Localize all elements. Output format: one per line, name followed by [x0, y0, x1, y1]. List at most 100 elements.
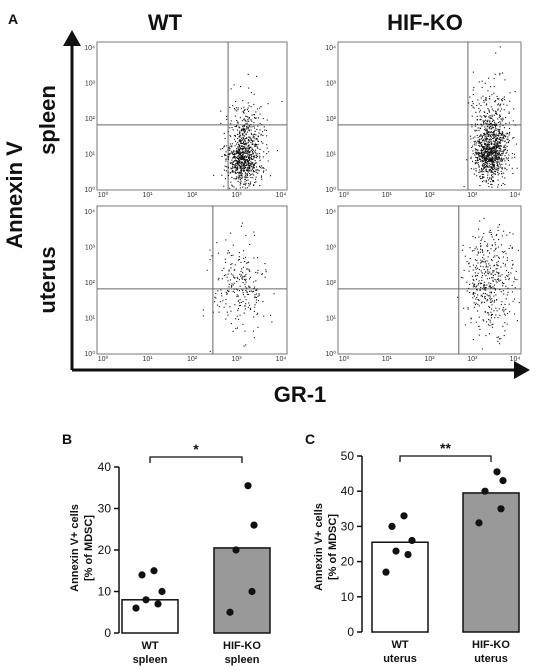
facs-y-tick: 10⁴ — [84, 45, 95, 52]
panel-c-ytick-label: 10 — [341, 590, 355, 604]
panel-b-bar-0 — [121, 599, 179, 634]
panel-c-point — [388, 522, 396, 531]
facs-y-tick: 10⁰ — [84, 350, 95, 358]
facs-y-tick: 10⁴ — [325, 45, 336, 52]
facs-y-tick: 10¹ — [85, 152, 96, 159]
facs-x-tick: 10² — [187, 192, 198, 199]
facs-x-tick: 10⁴ — [276, 356, 287, 363]
panel-c-point — [408, 536, 416, 545]
panel-b-point — [250, 521, 258, 529]
facs-x-tick: 10³ — [231, 356, 242, 363]
panel-c-significance-mark: ** — [440, 440, 451, 456]
panel-b-point — [158, 587, 166, 596]
facs-x-tick: 10⁴ — [276, 192, 287, 199]
facs-x-tick: 10⁰ — [339, 191, 350, 199]
facs-events — [213, 73, 283, 190]
panel-b-point — [232, 546, 240, 554]
y-axis-label-annexin-v: Annexin V — [2, 141, 27, 249]
facs-y-tick: 10¹ — [326, 316, 337, 323]
panel-b-point — [132, 604, 140, 612]
panel-c-category-sublabel: uterus — [474, 653, 508, 665]
column-label-hif-ko: HIF-KO — [387, 10, 463, 35]
facs-x-tick: 10⁰ — [98, 355, 109, 363]
facs-events — [463, 46, 518, 188]
facs-y-tick: 10³ — [326, 81, 337, 88]
panel-c-chart: 0 10 20 30 40 50 WT uterus HIF-KO uterus ** — [341, 440, 520, 665]
panel-c-bar-1 — [462, 492, 520, 633]
panel-c-bar-0 — [371, 541, 429, 633]
facs-x-tick: 10² — [424, 192, 435, 199]
panel-b-category-sublabel: spleen — [133, 654, 168, 666]
panel-c-point — [392, 547, 400, 555]
panel-b-point — [142, 596, 150, 604]
panel-c-ytick-label: 40 — [341, 484, 355, 498]
panel-c-point — [382, 568, 390, 576]
panel-c-category-label: HIF-KO — [472, 639, 510, 651]
facs-x-tick: 10³ — [467, 192, 478, 199]
panel-b-point — [226, 608, 234, 616]
panel-c-point — [404, 550, 412, 559]
facs-events — [457, 217, 520, 350]
panel-c-point — [493, 468, 501, 476]
facs-y-tick: 10¹ — [85, 316, 96, 323]
facs-x-tick: 10⁴ — [510, 192, 521, 199]
panel-b-ylabel-line1: Annexin V+ cells — [69, 504, 81, 592]
x-axis-label-gr1: GR-1 — [274, 382, 327, 407]
facs-x-tick: 10³ — [467, 356, 478, 363]
facs-y-tick: 10² — [326, 280, 337, 287]
row-label-uterus: uterus — [35, 246, 60, 313]
panel-a-letter: A — [8, 11, 18, 27]
panel-b-chart: 0 10 20 30 40 WT spleen HIF-KO spleen * — [98, 441, 271, 666]
facs-frame — [337, 205, 522, 355]
facs-frame — [96, 205, 288, 355]
panel-b-ytick-label: 10 — [98, 585, 112, 599]
panel-b-letter: B — [62, 431, 72, 447]
facs-y-tick: 10² — [326, 116, 337, 123]
facs-y-tick: 10⁰ — [325, 186, 336, 194]
facs-x-tick: 10² — [187, 356, 198, 363]
panel-b-ytick-label: 40 — [98, 460, 112, 474]
facs-x-tick: 10⁰ — [339, 355, 350, 363]
facs-y-tick: 10³ — [85, 245, 96, 252]
facs-y-tick: 10⁴ — [84, 209, 95, 216]
panel-c-ylabel-line1: Annexin V+ cells — [313, 503, 325, 591]
panel-c-ytick-label: 20 — [341, 555, 355, 569]
panel-c-point — [481, 487, 489, 495]
facs-frame — [96, 41, 288, 191]
panel-b-point — [138, 571, 146, 579]
panel-b-significance-mark: * — [193, 441, 199, 457]
panel-b-category-sublabel: spleen — [225, 654, 260, 666]
facs-x-tick: 10¹ — [142, 356, 153, 363]
facs-y-tick: 10⁰ — [84, 186, 95, 194]
panel-b-bar-1 — [213, 547, 271, 634]
panel-b-ylabel-line2: [% of MDSC] — [83, 515, 95, 581]
x-axis-arrow-head — [514, 361, 530, 379]
facs-x-tick: 10³ — [231, 192, 242, 199]
column-label-wt: WT — [148, 10, 183, 35]
facs-y-tick: 10² — [85, 116, 96, 123]
panel-b-ytick-label: 30 — [98, 502, 112, 516]
facs-x-tick: 10⁰ — [98, 191, 109, 199]
facs-x-tick: 10⁴ — [510, 356, 521, 363]
facs-y-tick: 10⁰ — [325, 350, 336, 358]
panel-c-category-sublabel: uterus — [383, 653, 417, 665]
panel-b-point — [154, 600, 162, 608]
panel-c-ytick-label: 0 — [347, 625, 354, 639]
panel-c-point — [497, 505, 505, 513]
panel-b-category-label: WT — [141, 640, 158, 652]
panel-b-point — [150, 567, 158, 575]
panel-b-point — [248, 587, 256, 596]
panel-b-ytick-label: 20 — [98, 543, 112, 557]
panel-b-significance-bracket — [149, 456, 243, 463]
facs-y-tick: 10³ — [326, 245, 337, 252]
facs-x-tick: 10¹ — [382, 356, 393, 363]
facs-events — [202, 222, 275, 352]
y-axis-arrow-head — [63, 30, 81, 46]
facs-y-tick: 10⁴ — [325, 209, 336, 216]
facs-x-tick: 10¹ — [382, 192, 393, 199]
